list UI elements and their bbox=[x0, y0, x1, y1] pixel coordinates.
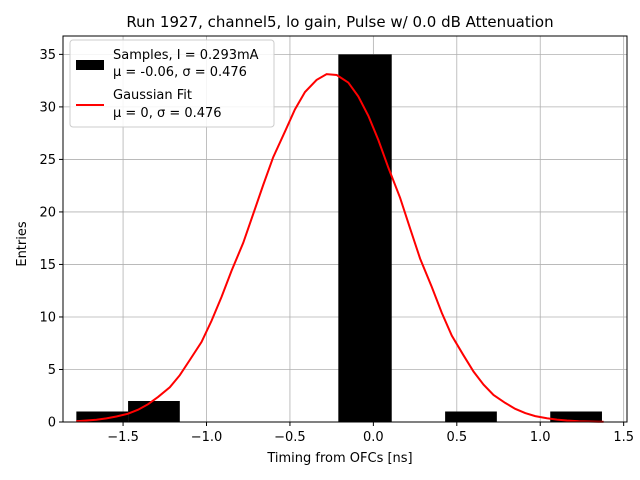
chart-title: Run 1927, channel5, lo gain, Pulse w/ 0.… bbox=[126, 13, 553, 31]
y-tick-label: 20 bbox=[39, 205, 56, 220]
x-tick-label: 0.0 bbox=[363, 430, 384, 445]
x-axis-ticks: −1.5 −1.0 −0.5 0.0 0.5 1.0 1.5 bbox=[107, 422, 634, 445]
x-tick-label: −0.5 bbox=[274, 430, 306, 445]
x-axis-label: Timing from OFCs [ns] bbox=[266, 451, 412, 466]
x-tick-label: 0.5 bbox=[446, 430, 467, 445]
x-tick-label: −1.5 bbox=[107, 430, 139, 445]
y-tick-label: 30 bbox=[39, 100, 56, 115]
legend-histogram-swatch bbox=[76, 60, 104, 70]
histogram-bar bbox=[128, 400, 180, 422]
y-tick-label: 25 bbox=[39, 153, 56, 168]
y-tick-label: 5 bbox=[48, 363, 56, 378]
histogram-bars bbox=[76, 54, 602, 422]
y-tick-label: 35 bbox=[39, 48, 56, 63]
y-tick-label: 0 bbox=[48, 416, 56, 431]
gaussian-fit bbox=[76, 73, 604, 423]
histogram-bar bbox=[76, 411, 129, 422]
y-tick-label: 10 bbox=[39, 310, 56, 325]
x-tick-label: 1.0 bbox=[530, 430, 551, 445]
legend-box bbox=[69, 39, 275, 128]
legend-histogram-stats: μ = -0.06, σ = 0.476 bbox=[113, 65, 247, 80]
y-tick-label: 15 bbox=[39, 258, 56, 273]
y-axis-label: Entries bbox=[15, 221, 30, 267]
y-axis-ticks: 0 5 10 15 20 25 30 35 bbox=[39, 48, 63, 431]
x-tick-label: 1.5 bbox=[613, 430, 634, 445]
legend: Samples, I = 0.293mA μ = -0.06, σ = 0.47… bbox=[69, 39, 275, 128]
histogram-bar bbox=[550, 411, 602, 422]
legend-fit-name: Gaussian Fit bbox=[113, 88, 192, 103]
legend-histogram-name: Samples, I = 0.293mA bbox=[113, 48, 259, 63]
gaussian-fit-line bbox=[76, 73, 604, 423]
plot-frame bbox=[62, 35, 628, 423]
histogram-bar bbox=[338, 54, 392, 422]
histogram-bar bbox=[445, 411, 497, 422]
legend-fit-stats: μ = 0, σ = 0.476 bbox=[113, 106, 222, 121]
x-tick-label: −1.0 bbox=[191, 430, 223, 445]
